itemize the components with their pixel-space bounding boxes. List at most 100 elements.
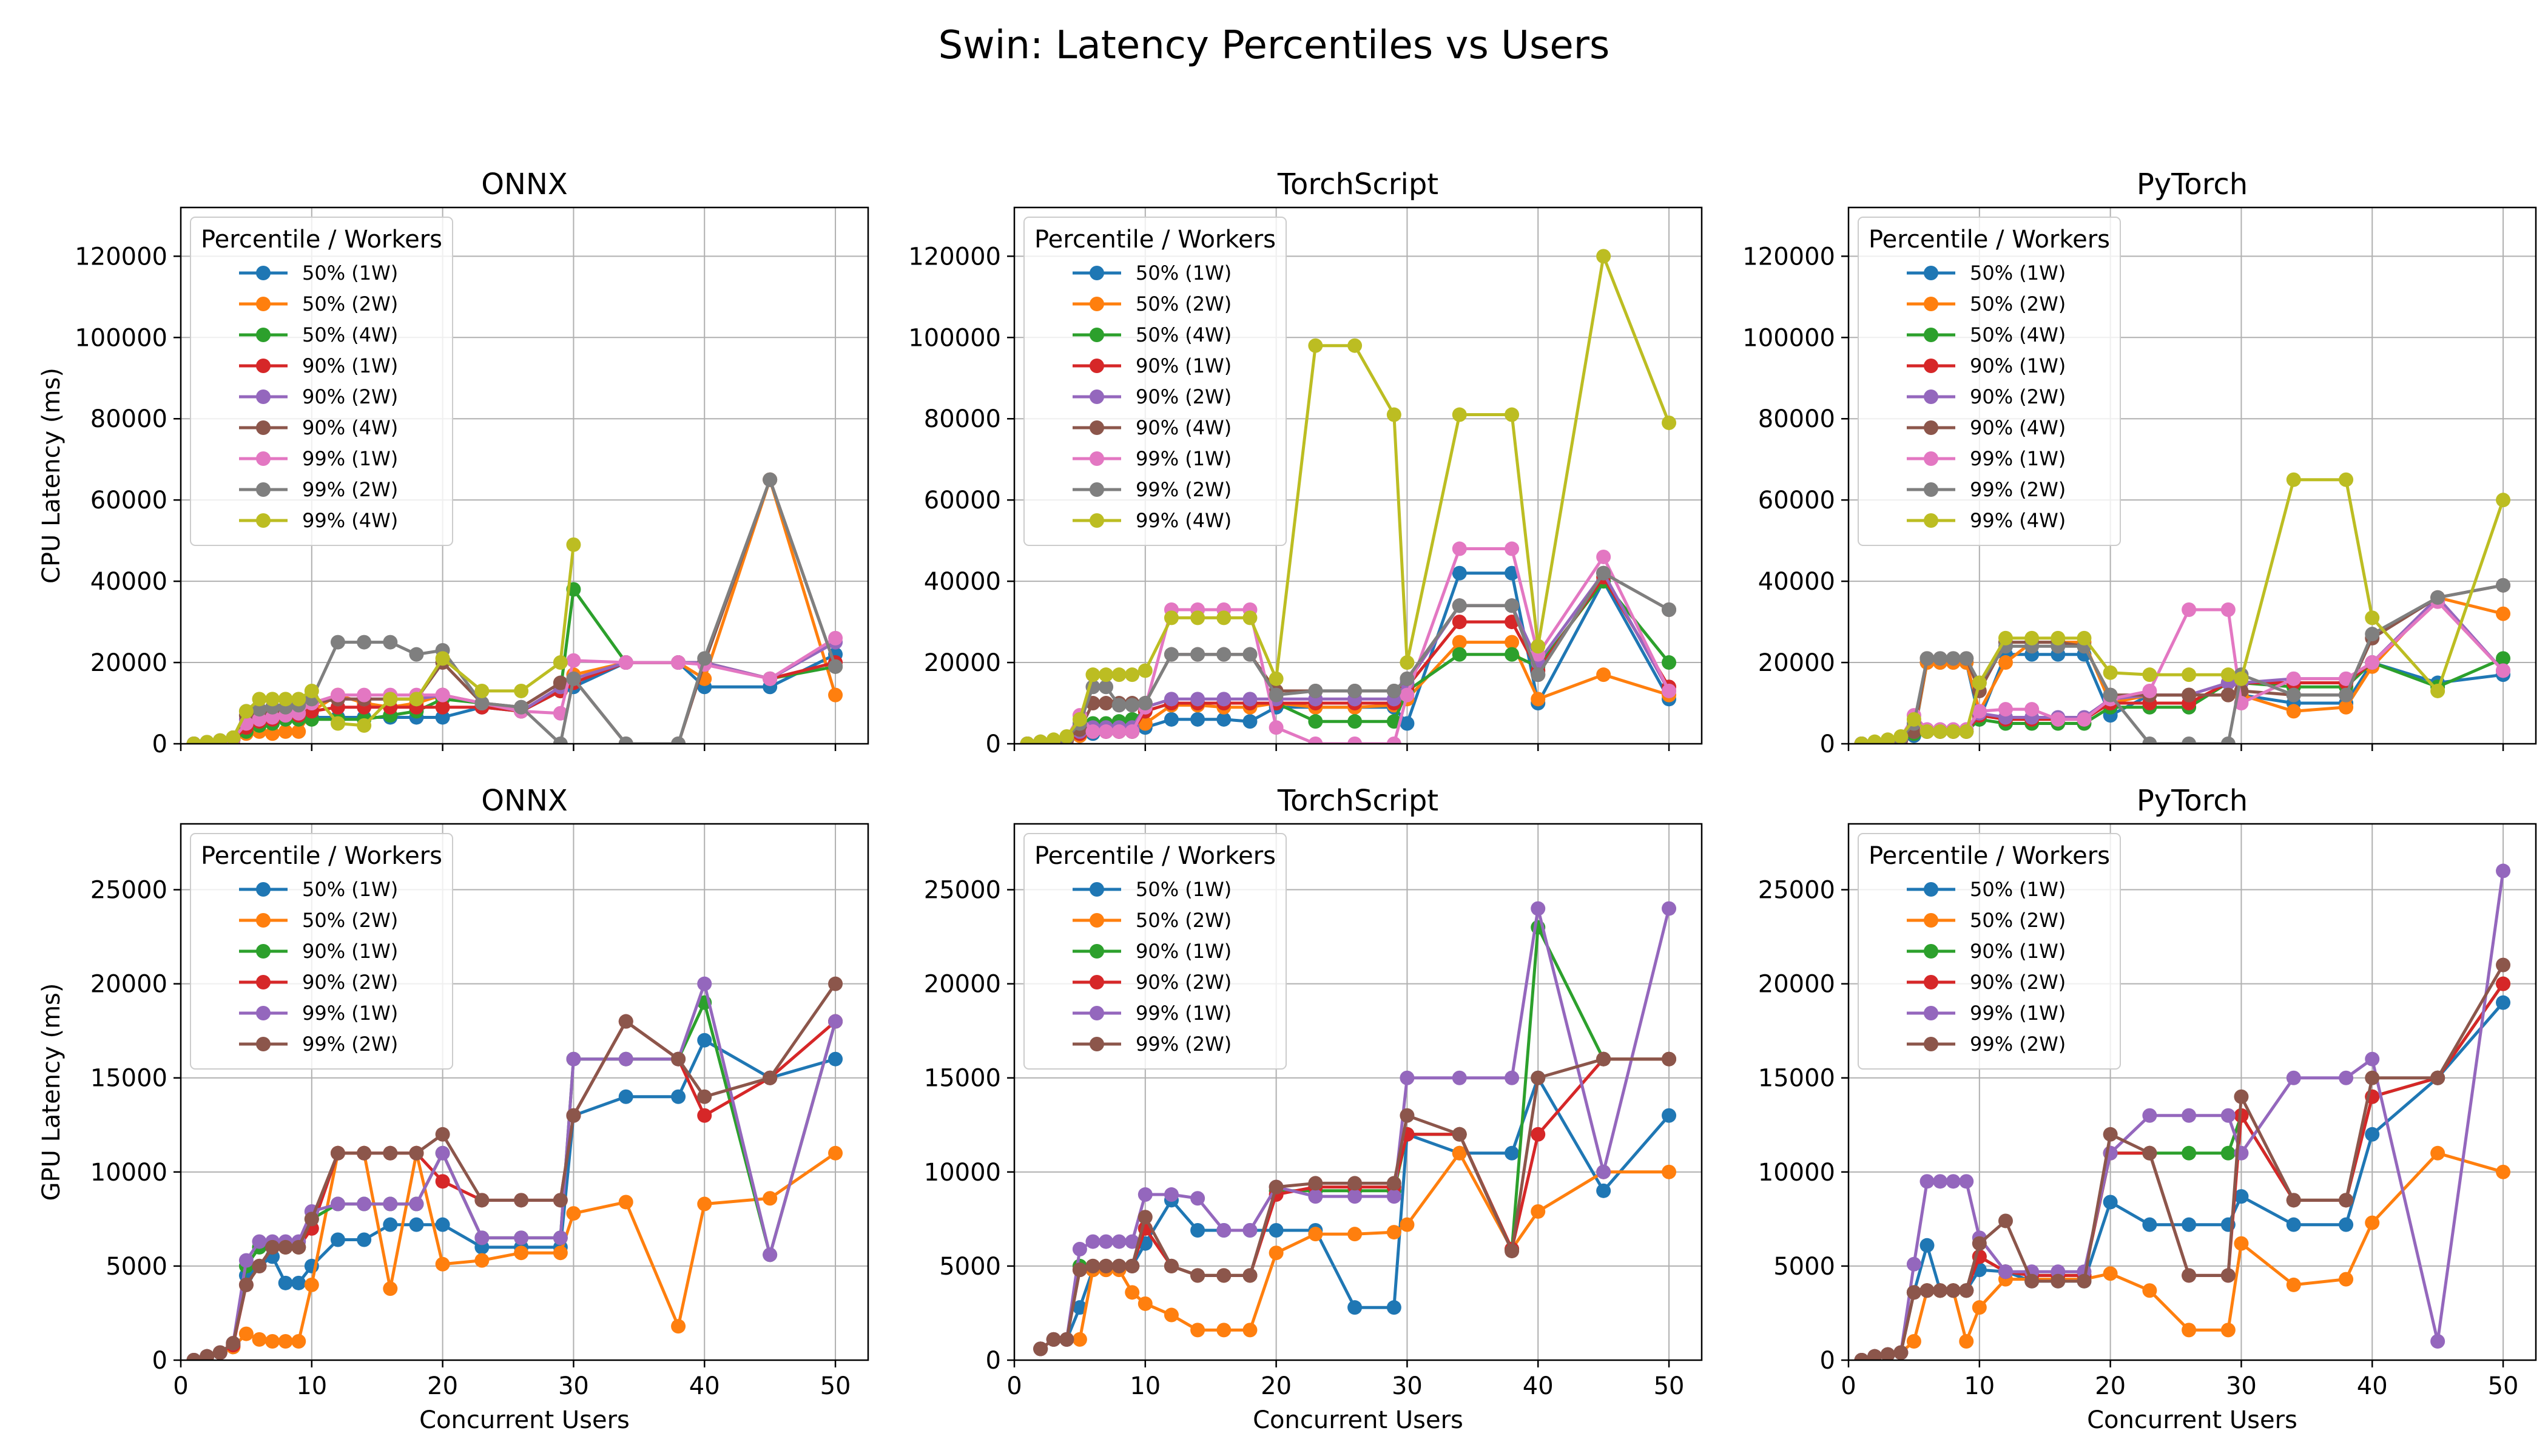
data-point bbox=[1046, 1332, 1061, 1347]
data-point bbox=[435, 651, 450, 666]
legend-box bbox=[190, 217, 453, 546]
data-point bbox=[409, 1196, 424, 1212]
legend-label: 99% (4W) bbox=[302, 509, 398, 532]
data-point bbox=[252, 712, 267, 727]
data-point bbox=[763, 472, 778, 487]
legend-marker bbox=[1924, 513, 1938, 528]
series-line-7 bbox=[1027, 547, 1671, 744]
data-point bbox=[618, 1195, 633, 1210]
legend-label: 90% (2W) bbox=[1970, 971, 2066, 994]
data-point bbox=[1531, 1127, 1546, 1142]
data-point bbox=[435, 1145, 450, 1161]
x-tick-label: 40 bbox=[2357, 1372, 2388, 1400]
data-point bbox=[238, 1326, 254, 1341]
data-point bbox=[1596, 1183, 1611, 1198]
data-point bbox=[212, 733, 228, 744]
data-point bbox=[763, 1247, 778, 1262]
chart-panel-3: 0 20000 40000 60000 80000 100000 120000 PyTorch… bbox=[1742, 167, 2537, 758]
data-point bbox=[278, 1275, 293, 1290]
legend-title: Percentile / Workers bbox=[1034, 226, 1276, 254]
data-point bbox=[291, 1239, 306, 1255]
data-point bbox=[1164, 1187, 1179, 1202]
data-point bbox=[278, 692, 293, 707]
data-point bbox=[265, 710, 280, 725]
data-point bbox=[1190, 1268, 1205, 1283]
x-tick-label: 20 bbox=[2095, 1372, 2126, 1400]
data-point bbox=[2496, 606, 2511, 621]
data-point bbox=[435, 1256, 450, 1272]
data-point bbox=[226, 730, 241, 744]
series-line-2 bbox=[1861, 596, 2504, 744]
data-point bbox=[409, 647, 424, 662]
legend-title: Percentile / Workers bbox=[201, 226, 442, 254]
data-point bbox=[514, 1193, 529, 1208]
data-point bbox=[330, 1145, 345, 1161]
data-point bbox=[697, 976, 712, 991]
data-point bbox=[1400, 671, 1415, 686]
data-point bbox=[1596, 667, 1611, 682]
data-point bbox=[1072, 712, 1087, 727]
data-point bbox=[1164, 1307, 1179, 1323]
data-point bbox=[1400, 1217, 1415, 1232]
legend-label: 50% (1W) bbox=[1136, 878, 1232, 901]
legend-marker bbox=[1924, 389, 1938, 404]
data-point bbox=[1020, 736, 1035, 744]
data-point bbox=[763, 671, 778, 686]
data-point bbox=[671, 655, 686, 670]
legend-label: 99% (2W) bbox=[1970, 478, 2066, 501]
legend-label: 50% (1W) bbox=[1970, 261, 2066, 285]
panel-title: ONNX bbox=[481, 167, 567, 201]
y-tick-label: 25000 bbox=[90, 877, 167, 905]
data-point bbox=[1531, 639, 1546, 654]
data-point bbox=[2103, 1195, 2118, 1210]
legend-marker bbox=[1924, 482, 1938, 497]
y-tick-label: 0 bbox=[152, 1347, 167, 1375]
data-point bbox=[2077, 1273, 2092, 1289]
data-point bbox=[1386, 1300, 1401, 1315]
legend-title: Percentile / Workers bbox=[1869, 842, 2110, 870]
y-tick-label: 100000 bbox=[1742, 324, 1835, 352]
legend-marker bbox=[1924, 359, 1938, 373]
data-point bbox=[1400, 1108, 1415, 1123]
y-tick-label: 120000 bbox=[1742, 243, 1835, 271]
data-point bbox=[1099, 1258, 1114, 1273]
legend-box bbox=[1858, 217, 2121, 546]
y-tick-label: 60000 bbox=[1758, 487, 1835, 514]
data-point bbox=[1269, 1179, 1284, 1195]
data-point bbox=[1662, 415, 1677, 430]
x-axis-label: Concurrent Users bbox=[419, 1406, 630, 1434]
legend-marker bbox=[256, 420, 271, 435]
data-point bbox=[1085, 724, 1100, 739]
data-point bbox=[1111, 1258, 1127, 1273]
x-tick-label: 30 bbox=[2226, 1372, 2257, 1400]
data-point bbox=[1854, 1353, 1869, 1360]
data-point bbox=[1099, 667, 1114, 682]
data-point bbox=[186, 1353, 201, 1360]
data-point bbox=[1216, 712, 1232, 727]
data-point bbox=[435, 710, 450, 725]
data-point bbox=[1596, 549, 1611, 564]
data-point bbox=[1946, 1283, 1961, 1298]
data-point bbox=[2286, 1217, 2301, 1232]
data-point bbox=[2182, 1108, 2197, 1123]
legend-label: 90% (1W) bbox=[1136, 940, 1232, 963]
data-point bbox=[1138, 696, 1153, 711]
data-point bbox=[1906, 1256, 1921, 1272]
legend-title: Percentile / Workers bbox=[1034, 842, 1276, 870]
data-point bbox=[1242, 647, 1258, 662]
data-point bbox=[200, 1349, 215, 1360]
data-point bbox=[514, 1230, 529, 1245]
x-tick-label: 20 bbox=[427, 1372, 458, 1400]
data-point bbox=[514, 683, 529, 698]
data-point bbox=[1072, 1241, 1087, 1256]
data-point bbox=[435, 699, 450, 715]
data-point bbox=[1216, 647, 1232, 662]
series-group bbox=[1020, 249, 1677, 744]
data-point bbox=[2220, 1145, 2236, 1161]
legend-label: 90% (2W) bbox=[302, 385, 398, 408]
data-point bbox=[409, 1145, 424, 1161]
legend-marker bbox=[1924, 420, 1938, 435]
data-point bbox=[2220, 1108, 2236, 1123]
data-point bbox=[1085, 1258, 1100, 1273]
